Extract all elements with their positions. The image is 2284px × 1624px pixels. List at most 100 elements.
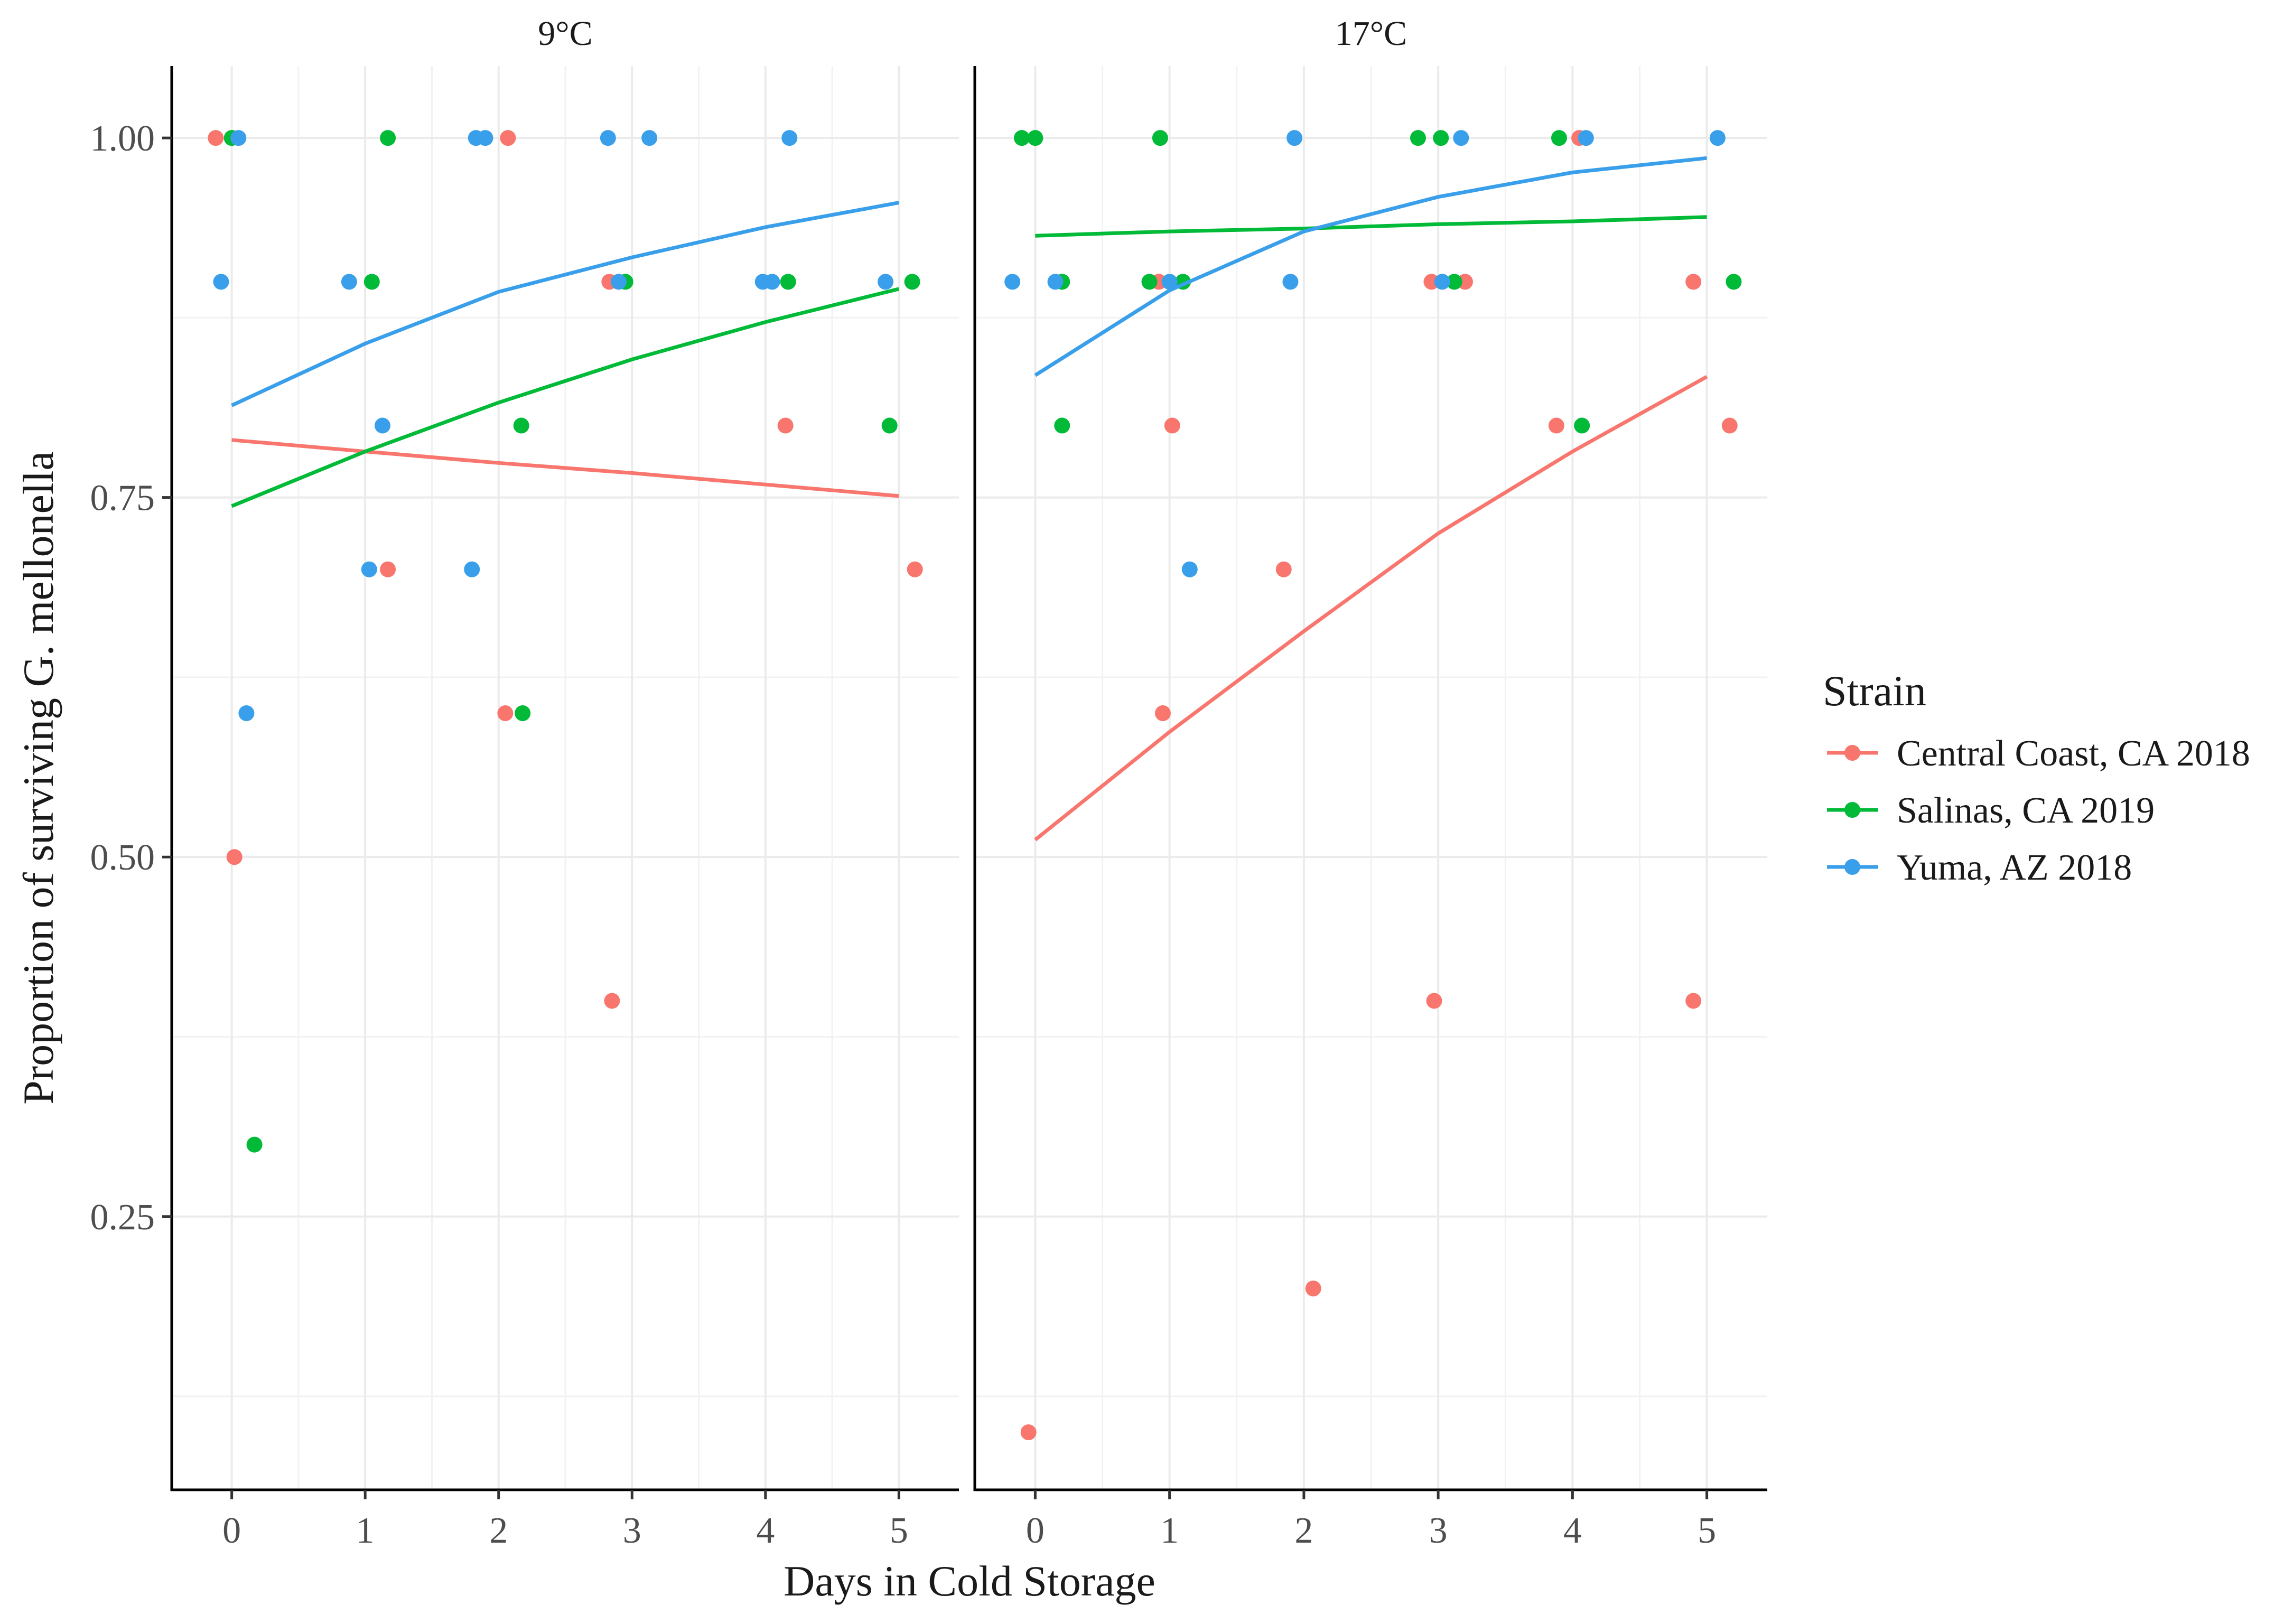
data-point [361, 561, 377, 577]
data-point [1305, 1280, 1321, 1296]
data-point [1551, 130, 1567, 146]
trend-line-yuma-az-2018 [1034, 156, 1707, 377]
data-point [1426, 993, 1442, 1009]
panel-axis-line [170, 66, 959, 1491]
data-point [1013, 130, 1030, 146]
data-point [604, 993, 620, 1009]
series-yuma-az-2018 [213, 130, 894, 721]
legend-key-point [1844, 802, 1860, 818]
data-point [1574, 417, 1590, 434]
x-tick-label: 5 [890, 1510, 908, 1551]
data-point [641, 130, 658, 146]
data-point [1685, 993, 1702, 1009]
x-tick-label: 1 [1160, 1510, 1179, 1551]
data-point [1181, 561, 1198, 577]
legend-item-yuma-az-2018: Yuma, AZ 2018 [1827, 847, 2132, 888]
legend-label: Salinas, CA 2019 [1897, 790, 2155, 831]
x-tick-label: 4 [1563, 1510, 1582, 1551]
data-point [1141, 274, 1158, 290]
data-point [213, 274, 229, 290]
data-point [1154, 705, 1171, 721]
x-tick-label: 2 [489, 1510, 508, 1551]
data-point [878, 274, 894, 290]
panel-axis-line [973, 66, 1767, 1491]
data-point [513, 417, 529, 434]
trend-line-salinas-ca-2019 [1035, 215, 1707, 238]
data-point [1446, 274, 1462, 290]
data-point [907, 561, 923, 577]
panel-17-c: 0 1 2 3 4 5 17°C [973, 14, 1767, 1551]
legend-key-point [1844, 745, 1860, 761]
data-point [238, 705, 255, 721]
data-point [1434, 274, 1450, 290]
x-tick-label: 2 [1294, 1510, 1313, 1551]
data-point [1020, 1424, 1037, 1441]
data-point [780, 274, 796, 290]
data-point [1004, 274, 1021, 290]
data-point [500, 130, 516, 146]
x-tick-label: 3 [623, 1510, 641, 1551]
data-point [363, 274, 380, 290]
data-point [226, 849, 243, 865]
data-point [380, 561, 396, 577]
trend-line-central-coast-ca-2018 [1034, 375, 1708, 842]
legend-items: Central Coast, CA 2018 Salinas, CA 2019 Yu… [1827, 733, 2250, 888]
data-point [1027, 130, 1043, 146]
y-tick-label: 0.25 [90, 1197, 155, 1238]
data-point [600, 130, 616, 146]
chart-panels: 0 1 2 3 4 5 9°C 0 1 2 3 4 5 17°C [170, 14, 1767, 1551]
series-central-coast-ca-2018 [1020, 130, 1738, 1441]
legend-title: Strain [1823, 667, 1926, 715]
data-point [1161, 274, 1178, 290]
data-point [764, 274, 780, 290]
data-point [1726, 274, 1742, 290]
trend-line-yuma-az-2018 [231, 201, 900, 407]
data-point [1054, 417, 1070, 434]
data-point [1709, 130, 1726, 146]
data-point [1287, 130, 1303, 146]
series-yuma-az-2018 [1004, 130, 1726, 577]
y-tick-label: 0.75 [90, 478, 155, 519]
data-point [1578, 130, 1594, 146]
x-tick-label: 4 [756, 1510, 775, 1551]
y-tick-label: 1.00 [90, 118, 155, 159]
y-tick-label: 0.50 [90, 837, 155, 878]
data-point [380, 130, 396, 146]
data-point [1685, 274, 1702, 290]
data-point [1164, 417, 1180, 434]
data-point [341, 274, 357, 290]
x-tick-label: 0 [1026, 1510, 1045, 1551]
panel-title: 9°C [538, 14, 592, 53]
trend-line-central-coast-ca-2018 [231, 438, 899, 498]
trend-line-salinas-ca-2019 [231, 287, 900, 508]
data-point [375, 417, 391, 434]
legend-item-central-coast-ca-2018: Central Coast, CA 2018 [1827, 733, 2250, 774]
legend-label: Central Coast, CA 2018 [1897, 733, 2250, 774]
x-tick-label: 3 [1429, 1510, 1448, 1551]
data-point [1453, 130, 1469, 146]
data-point [477, 130, 493, 146]
x-tick-label: 5 [1698, 1510, 1716, 1551]
data-point [1721, 417, 1738, 434]
series-salinas-ca-2019 [223, 130, 920, 1153]
data-point [464, 561, 480, 577]
data-point [1047, 274, 1064, 290]
x-axis-title: Days in Cold Storage [784, 1557, 1155, 1605]
data-point [611, 274, 627, 290]
legend-key-point [1844, 859, 1860, 875]
x-tick-label: 1 [356, 1510, 375, 1551]
data-point [1152, 130, 1168, 146]
series-salinas-ca-2019 [1013, 130, 1742, 434]
data-point [1275, 561, 1292, 577]
data-point [1410, 130, 1426, 146]
data-point [208, 130, 224, 146]
data-point [904, 274, 920, 290]
legend-label: Yuma, AZ 2018 [1897, 847, 2132, 888]
data-point [881, 417, 898, 434]
data-point [230, 130, 247, 146]
data-point [1282, 274, 1299, 290]
data-point [777, 417, 794, 434]
data-point [497, 705, 514, 721]
data-point [1548, 417, 1564, 434]
